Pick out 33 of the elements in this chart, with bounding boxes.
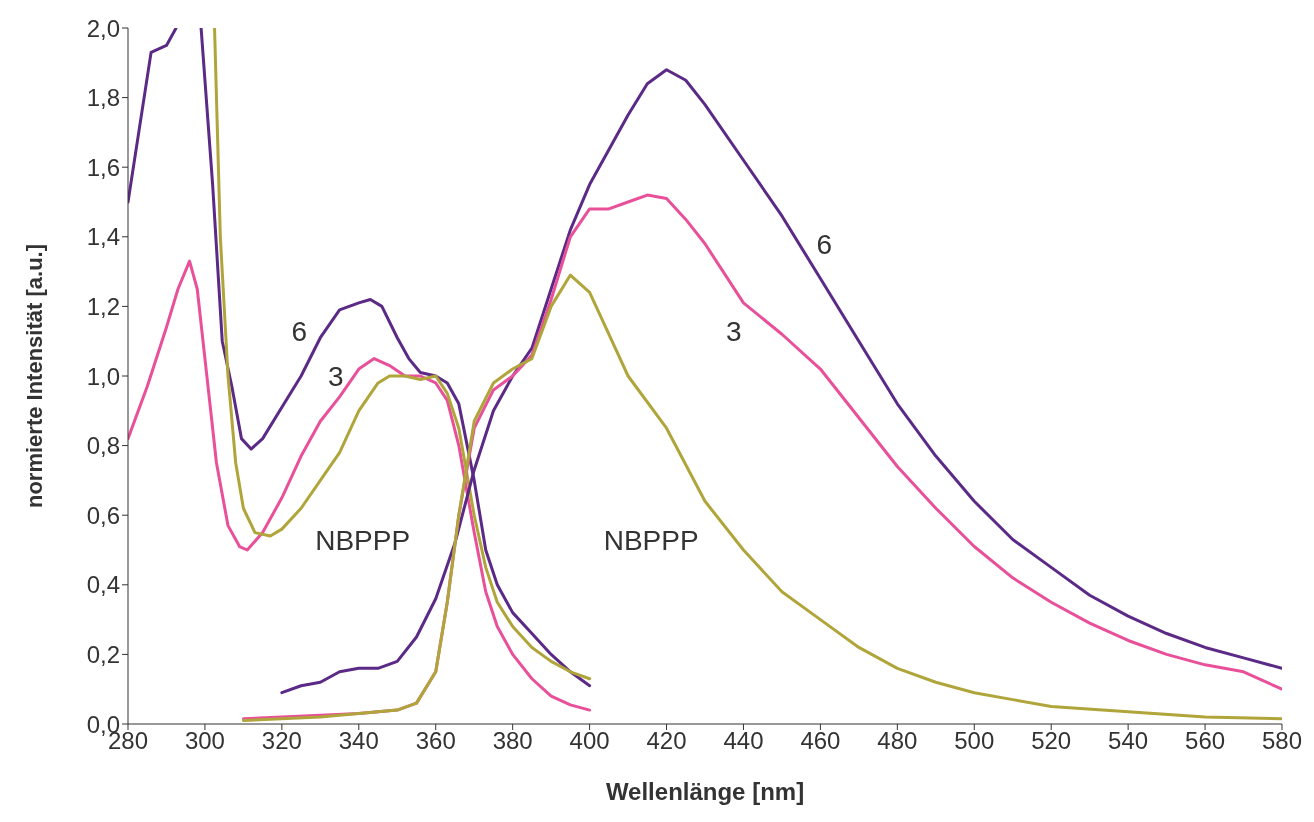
x-tick-label: 360 xyxy=(415,727,456,755)
y-tick-label: 1,2 xyxy=(86,292,120,320)
y-tick-label: 1,8 xyxy=(86,84,120,112)
x-tick-label: 480 xyxy=(877,727,918,755)
x-tick-label: 460 xyxy=(800,727,841,755)
y-tick-label: 0,2 xyxy=(86,640,120,668)
series-label: NBPPP xyxy=(603,524,699,556)
y-tick-label: 0,4 xyxy=(86,571,120,599)
y-axis-title: normierte Intensität [a.u.] xyxy=(21,243,47,509)
x-tick-label: 380 xyxy=(492,727,533,755)
x-tick-label: 300 xyxy=(184,727,225,755)
y-tick-label: 1,0 xyxy=(86,362,120,390)
x-tick-label: 560 xyxy=(1185,727,1226,755)
series-label: 6 xyxy=(816,228,833,260)
x-tick-label: 420 xyxy=(646,727,687,755)
y-tick-label: 0,8 xyxy=(86,432,120,460)
y-tick-label: 1,4 xyxy=(86,223,120,251)
x-tick-label: 500 xyxy=(954,727,995,755)
x-tick-label: 340 xyxy=(338,727,379,755)
x-tick-label: 520 xyxy=(1031,727,1072,755)
series-label: 3 xyxy=(726,315,742,347)
x-tick-label: 400 xyxy=(569,727,610,755)
series-label: 6 xyxy=(291,315,307,347)
y-tick-label: 1,6 xyxy=(86,153,120,181)
x-tick-label: 320 xyxy=(261,727,302,755)
x-tick-label: 540 xyxy=(1108,727,1149,755)
y-tick-label: 0,6 xyxy=(86,501,120,529)
x-tick-label: 580 xyxy=(1261,727,1303,755)
series-label: NBPPP xyxy=(315,524,411,556)
x-tick-label: 440 xyxy=(723,727,764,755)
series-label: 3 xyxy=(327,360,344,392)
x-axis-title: Wellenlänge [nm] xyxy=(605,778,805,805)
y-tick-label: 2,0 xyxy=(86,14,120,42)
